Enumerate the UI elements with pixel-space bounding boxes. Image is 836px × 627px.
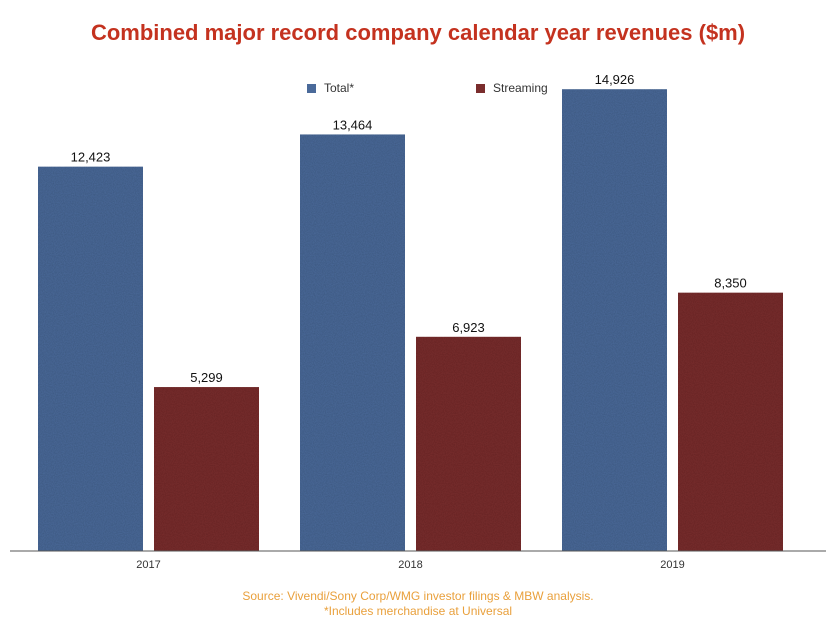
x-tick-label: 2019 xyxy=(660,559,684,571)
source-line: Source: Vivendi/Sony Corp/WMG investor f… xyxy=(242,589,594,603)
chart-title: Combined major record company calendar y… xyxy=(90,20,746,45)
legend-item-total: Total* xyxy=(307,81,354,95)
x-tick-label: 2017 xyxy=(136,559,160,571)
bar-total-2018 xyxy=(300,134,405,551)
data-label: 8,350 xyxy=(714,276,747,291)
data-label: 13,464 xyxy=(333,117,373,132)
legend-label-total: Total* xyxy=(324,81,355,95)
data-label: 6,923 xyxy=(452,320,485,335)
bar-streaming-2018 xyxy=(416,336,521,551)
bar-total-2017 xyxy=(38,166,143,551)
legend: Total* Streaming xyxy=(0,81,836,99)
legend-label-streaming: Streaming xyxy=(493,81,548,95)
source-note: Source: Vivendi/Sony Corp/WMG investor f… xyxy=(0,589,836,619)
bar-streaming-2019 xyxy=(678,292,783,551)
data-label: 5,299 xyxy=(190,370,223,385)
bar-total-2019 xyxy=(562,89,667,552)
data-label: 14,926 xyxy=(595,72,635,87)
bar-streaming-2017 xyxy=(154,387,259,551)
x-tick-label: 2018 xyxy=(398,559,422,571)
legend-swatch-total xyxy=(307,83,316,93)
data-label: 12,423 xyxy=(71,150,111,165)
footnote-line: *Includes merchandise at Universal xyxy=(323,604,513,618)
legend-item-streaming: Streaming xyxy=(476,81,548,95)
legend-swatch-streaming xyxy=(476,83,485,93)
